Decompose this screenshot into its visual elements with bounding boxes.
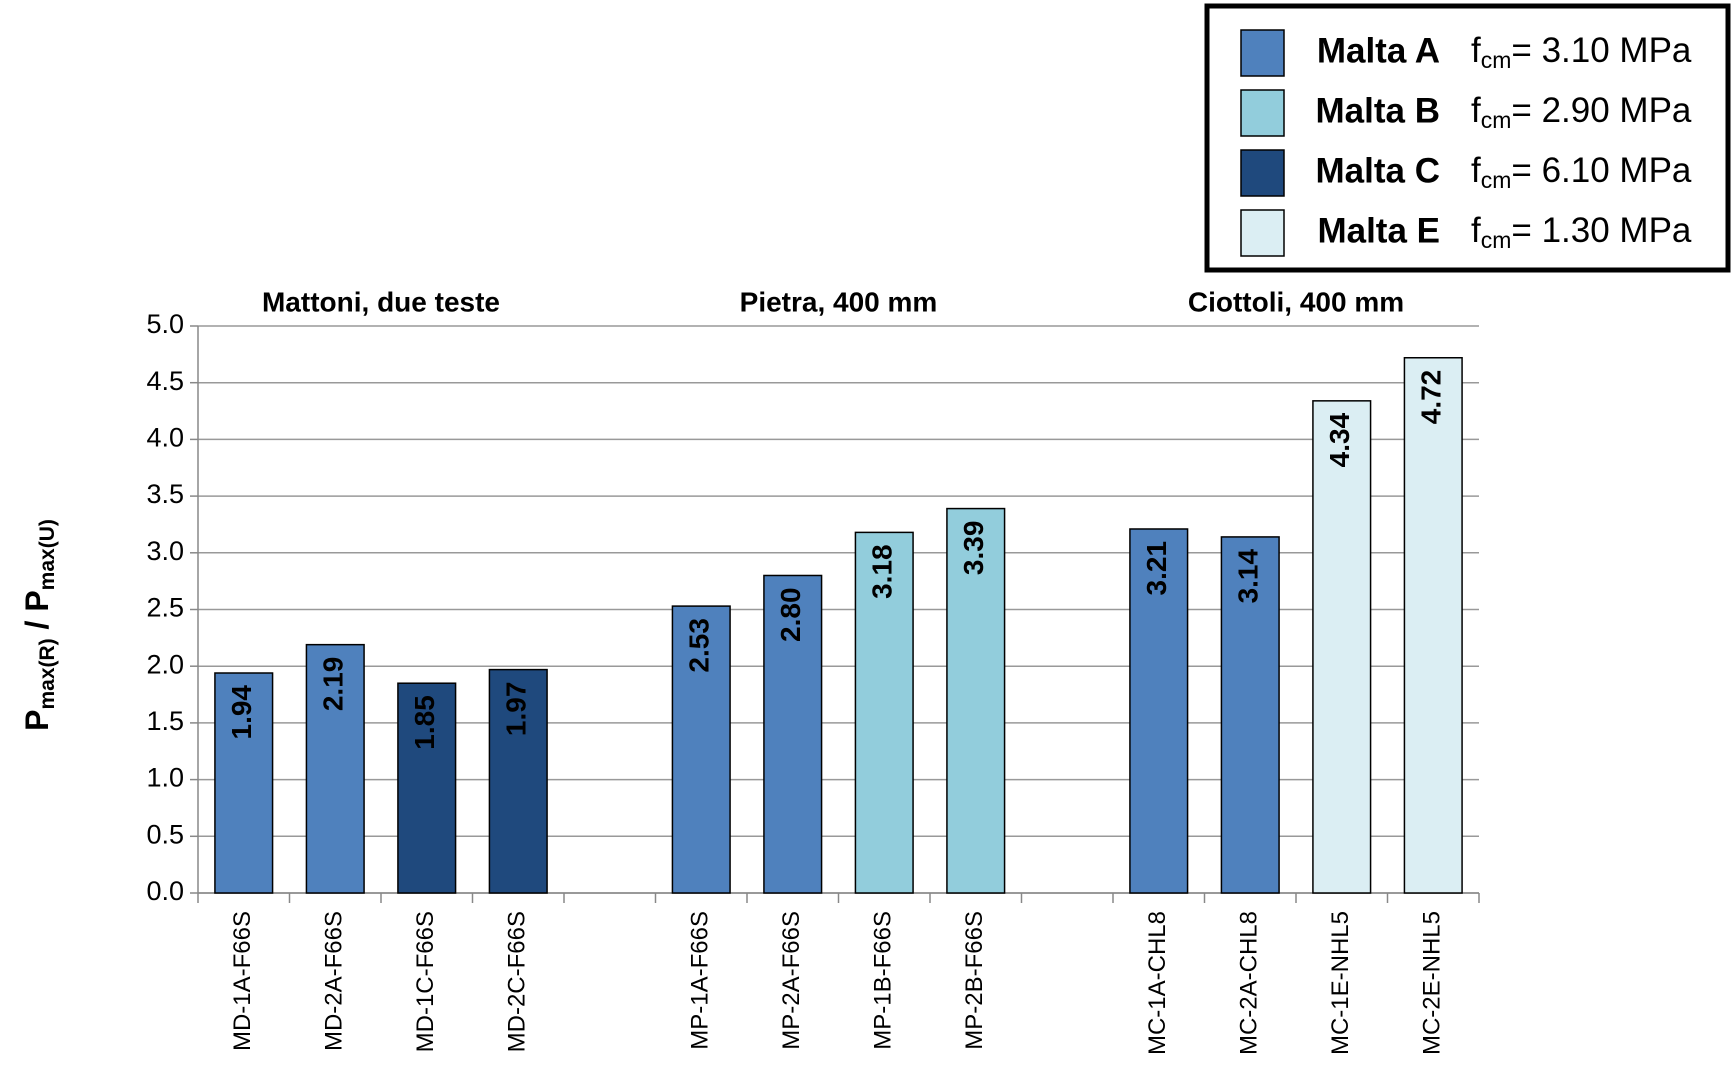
note-part: f <box>1471 151 1481 190</box>
legend-label: Malta C <box>1316 151 1440 190</box>
value-label: 1.97 <box>501 682 532 737</box>
note-part: cm <box>1481 107 1512 133</box>
legend-swatch <box>1240 149 1285 197</box>
note-part: cm <box>1481 47 1512 73</box>
note-part: cm <box>1481 167 1512 193</box>
y-axis-label: Pmax(R) / Pmax(U) <box>19 519 58 731</box>
bar <box>946 507 1006 894</box>
legend-swatch <box>1240 209 1285 257</box>
y-tick-label: 4.5 <box>146 366 184 396</box>
y-tick-label: 3.5 <box>146 479 184 509</box>
bar <box>854 531 914 894</box>
note-part: = 1.30 MPa <box>1511 211 1692 250</box>
y-label-part: P <box>19 710 55 731</box>
bar <box>1220 536 1280 894</box>
y-tick-label: 3.0 <box>146 536 184 566</box>
group-label: Ciottoli, 400 mm <box>1188 286 1404 317</box>
x-tick-label: MC-2A-CHL8 <box>1236 911 1263 1055</box>
note-part: = 3.10 MPa <box>1511 31 1692 70</box>
value-label: 3.14 <box>1233 549 1264 604</box>
x-tick-label: MP-1A-F66S <box>687 911 714 1050</box>
x-tick-label: MP-2B-F66S <box>961 911 988 1050</box>
note-part: = 2.90 MPa <box>1511 91 1692 130</box>
x-tick-label: MD-1C-F66S <box>412 911 439 1052</box>
legend-note: fcm= 1.30 MPa <box>1471 211 1692 253</box>
x-tick-label: MD-1A-F66S <box>229 911 256 1051</box>
legend-note: fcm= 6.10 MPa <box>1471 151 1692 193</box>
bar <box>671 605 731 894</box>
y-tick-label: 5.0 <box>146 309 184 339</box>
x-tick-label: MC-1E-NHL5 <box>1327 911 1354 1055</box>
legend-box <box>1204 3 1731 273</box>
value-label: 2.19 <box>318 657 349 712</box>
value-label: 4.72 <box>1416 370 1447 425</box>
value-label: 3.21 <box>1141 541 1172 596</box>
x-tick-label: MC-2E-NHL5 <box>1419 911 1446 1055</box>
bar <box>488 668 548 894</box>
value-label: 2.80 <box>775 587 806 642</box>
legend-swatch <box>1240 29 1285 77</box>
y-tick-label: 2.5 <box>146 593 184 623</box>
y-label-part: max(R) <box>36 638 59 709</box>
legend-label: Malta B <box>1316 91 1440 130</box>
y-label-part: / P <box>19 590 55 638</box>
bar <box>1129 528 1189 894</box>
bar <box>305 643 365 894</box>
x-tick-label: MC-1A-CHL8 <box>1144 911 1171 1055</box>
group-label: Pietra, 400 mm <box>740 286 938 317</box>
bar <box>1312 400 1372 894</box>
legend-note: fcm= 3.10 MPa <box>1471 31 1692 73</box>
value-label: 2.53 <box>684 618 715 673</box>
legend-label: Malta A <box>1317 31 1440 70</box>
legend-swatch <box>1240 89 1285 137</box>
x-tick-label: MD-2C-F66S <box>504 911 531 1052</box>
x-tick-label: MD-2A-F66S <box>321 911 348 1051</box>
y-tick-label: 1.0 <box>146 763 184 793</box>
note-part: cm <box>1481 227 1512 253</box>
legend-note: fcm= 2.90 MPa <box>1471 91 1692 133</box>
bar <box>214 672 274 894</box>
value-label: 3.18 <box>867 544 898 599</box>
y-tick-label: 1.5 <box>146 706 184 736</box>
x-tick-label: MP-1B-F66S <box>870 911 897 1050</box>
value-label: 1.85 <box>409 695 440 750</box>
bar <box>763 574 823 894</box>
y-tick-label: 4.0 <box>146 423 184 453</box>
note-part: f <box>1471 91 1481 130</box>
note-part: = 6.10 MPa <box>1511 151 1692 190</box>
y-tick-label: 0.0 <box>146 876 184 906</box>
bar <box>397 682 457 894</box>
value-label: 1.94 <box>226 685 257 740</box>
x-tick-label: MP-2A-F66S <box>778 911 805 1050</box>
y-tick-label: 2.0 <box>146 649 184 679</box>
value-label: 3.39 <box>958 521 989 576</box>
value-label: 4.34 <box>1324 412 1355 467</box>
y-tick-label: 0.5 <box>146 819 184 849</box>
note-part: f <box>1471 31 1481 70</box>
bar <box>1403 357 1463 894</box>
note-part: f <box>1471 211 1481 250</box>
legend-label: Malta E <box>1317 211 1440 250</box>
y-label-part: max(U) <box>36 519 59 590</box>
group-label: Mattoni, due teste <box>262 286 500 317</box>
